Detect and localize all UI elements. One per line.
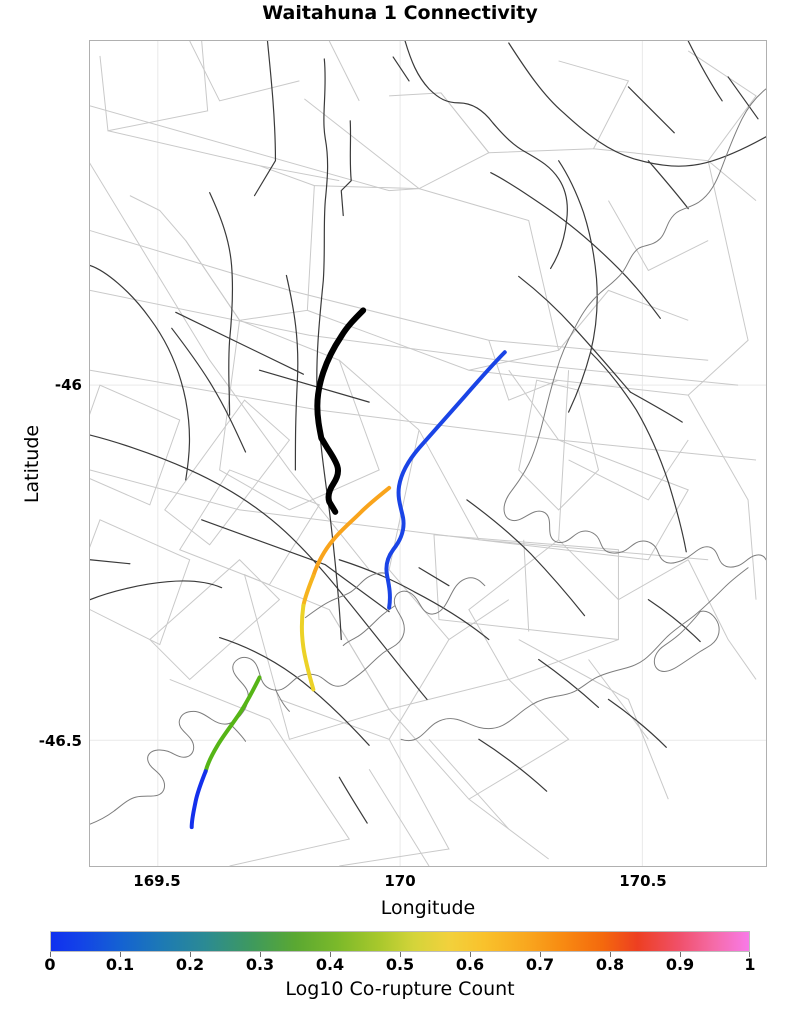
colorbar-tick [120, 952, 121, 957]
colorbar-tick-label: 0.4 [315, 955, 345, 974]
colorbar-tick-label: 0 [44, 955, 56, 974]
background-fault-traces [90, 41, 766, 824]
fault-green-sw [203, 675, 262, 774]
colorbar-axis-label: Log10 Co-rupture Count [285, 978, 515, 1000]
colorbar[interactable] [50, 931, 750, 957]
ytick-label: -46 [54, 376, 82, 394]
xtick-label: 169.5 [133, 872, 181, 890]
connected-fault-traces [189, 350, 507, 830]
fault-surface-projections [90, 41, 757, 866]
map-plot-area[interactable] [89, 40, 767, 867]
xtick-label: 170.5 [619, 872, 667, 890]
fault-yellow-south [299, 603, 316, 692]
colorbar-tick-label: 0.7 [525, 955, 555, 974]
coastline [90, 88, 766, 825]
fault-blue-sw [189, 769, 208, 830]
y-axis-label: Latitude [21, 424, 43, 504]
colorbar-tick [680, 952, 681, 957]
colorbar-tick [330, 952, 331, 957]
colorbar-tick [470, 952, 471, 957]
colorbar-tick [610, 952, 611, 957]
figure-title: Waitahuna 1 Connectivity [262, 2, 538, 24]
colorbar-tick [749, 952, 750, 957]
colorbar-tick-label: 0.9 [665, 955, 695, 974]
colorbar-tick [400, 952, 401, 957]
map-svg [90, 41, 766, 866]
fault-blue-ne [384, 350, 507, 610]
colorbar-tick-label: 0.6 [455, 955, 485, 974]
colorbar-tick-label: 0.3 [245, 955, 275, 974]
colorbar-tick [50, 952, 51, 957]
fault-orange-central [311, 485, 392, 578]
colorbar-tick-label: 0.8 [595, 955, 625, 974]
colorbar-tick-label: 1 [744, 955, 756, 974]
ytick-label: -46.5 [38, 732, 82, 750]
colorbar-tick [260, 952, 261, 957]
gridlines [90, 41, 766, 866]
colorbar-tick-label: 0.5 [385, 955, 415, 974]
x-axis-label: Longitude [380, 897, 476, 919]
colorbar-tick-label: 0.2 [175, 955, 205, 974]
xtick-label: 170 [384, 872, 416, 890]
colorbar-tick [540, 952, 541, 957]
source-fault-waitahuna-1 [314, 307, 367, 515]
colorbar-tick-label: 0.1 [105, 955, 135, 974]
colorbar-gradient [50, 931, 750, 952]
colorbar-tick [190, 952, 191, 957]
fault-orange-mid [301, 573, 316, 608]
